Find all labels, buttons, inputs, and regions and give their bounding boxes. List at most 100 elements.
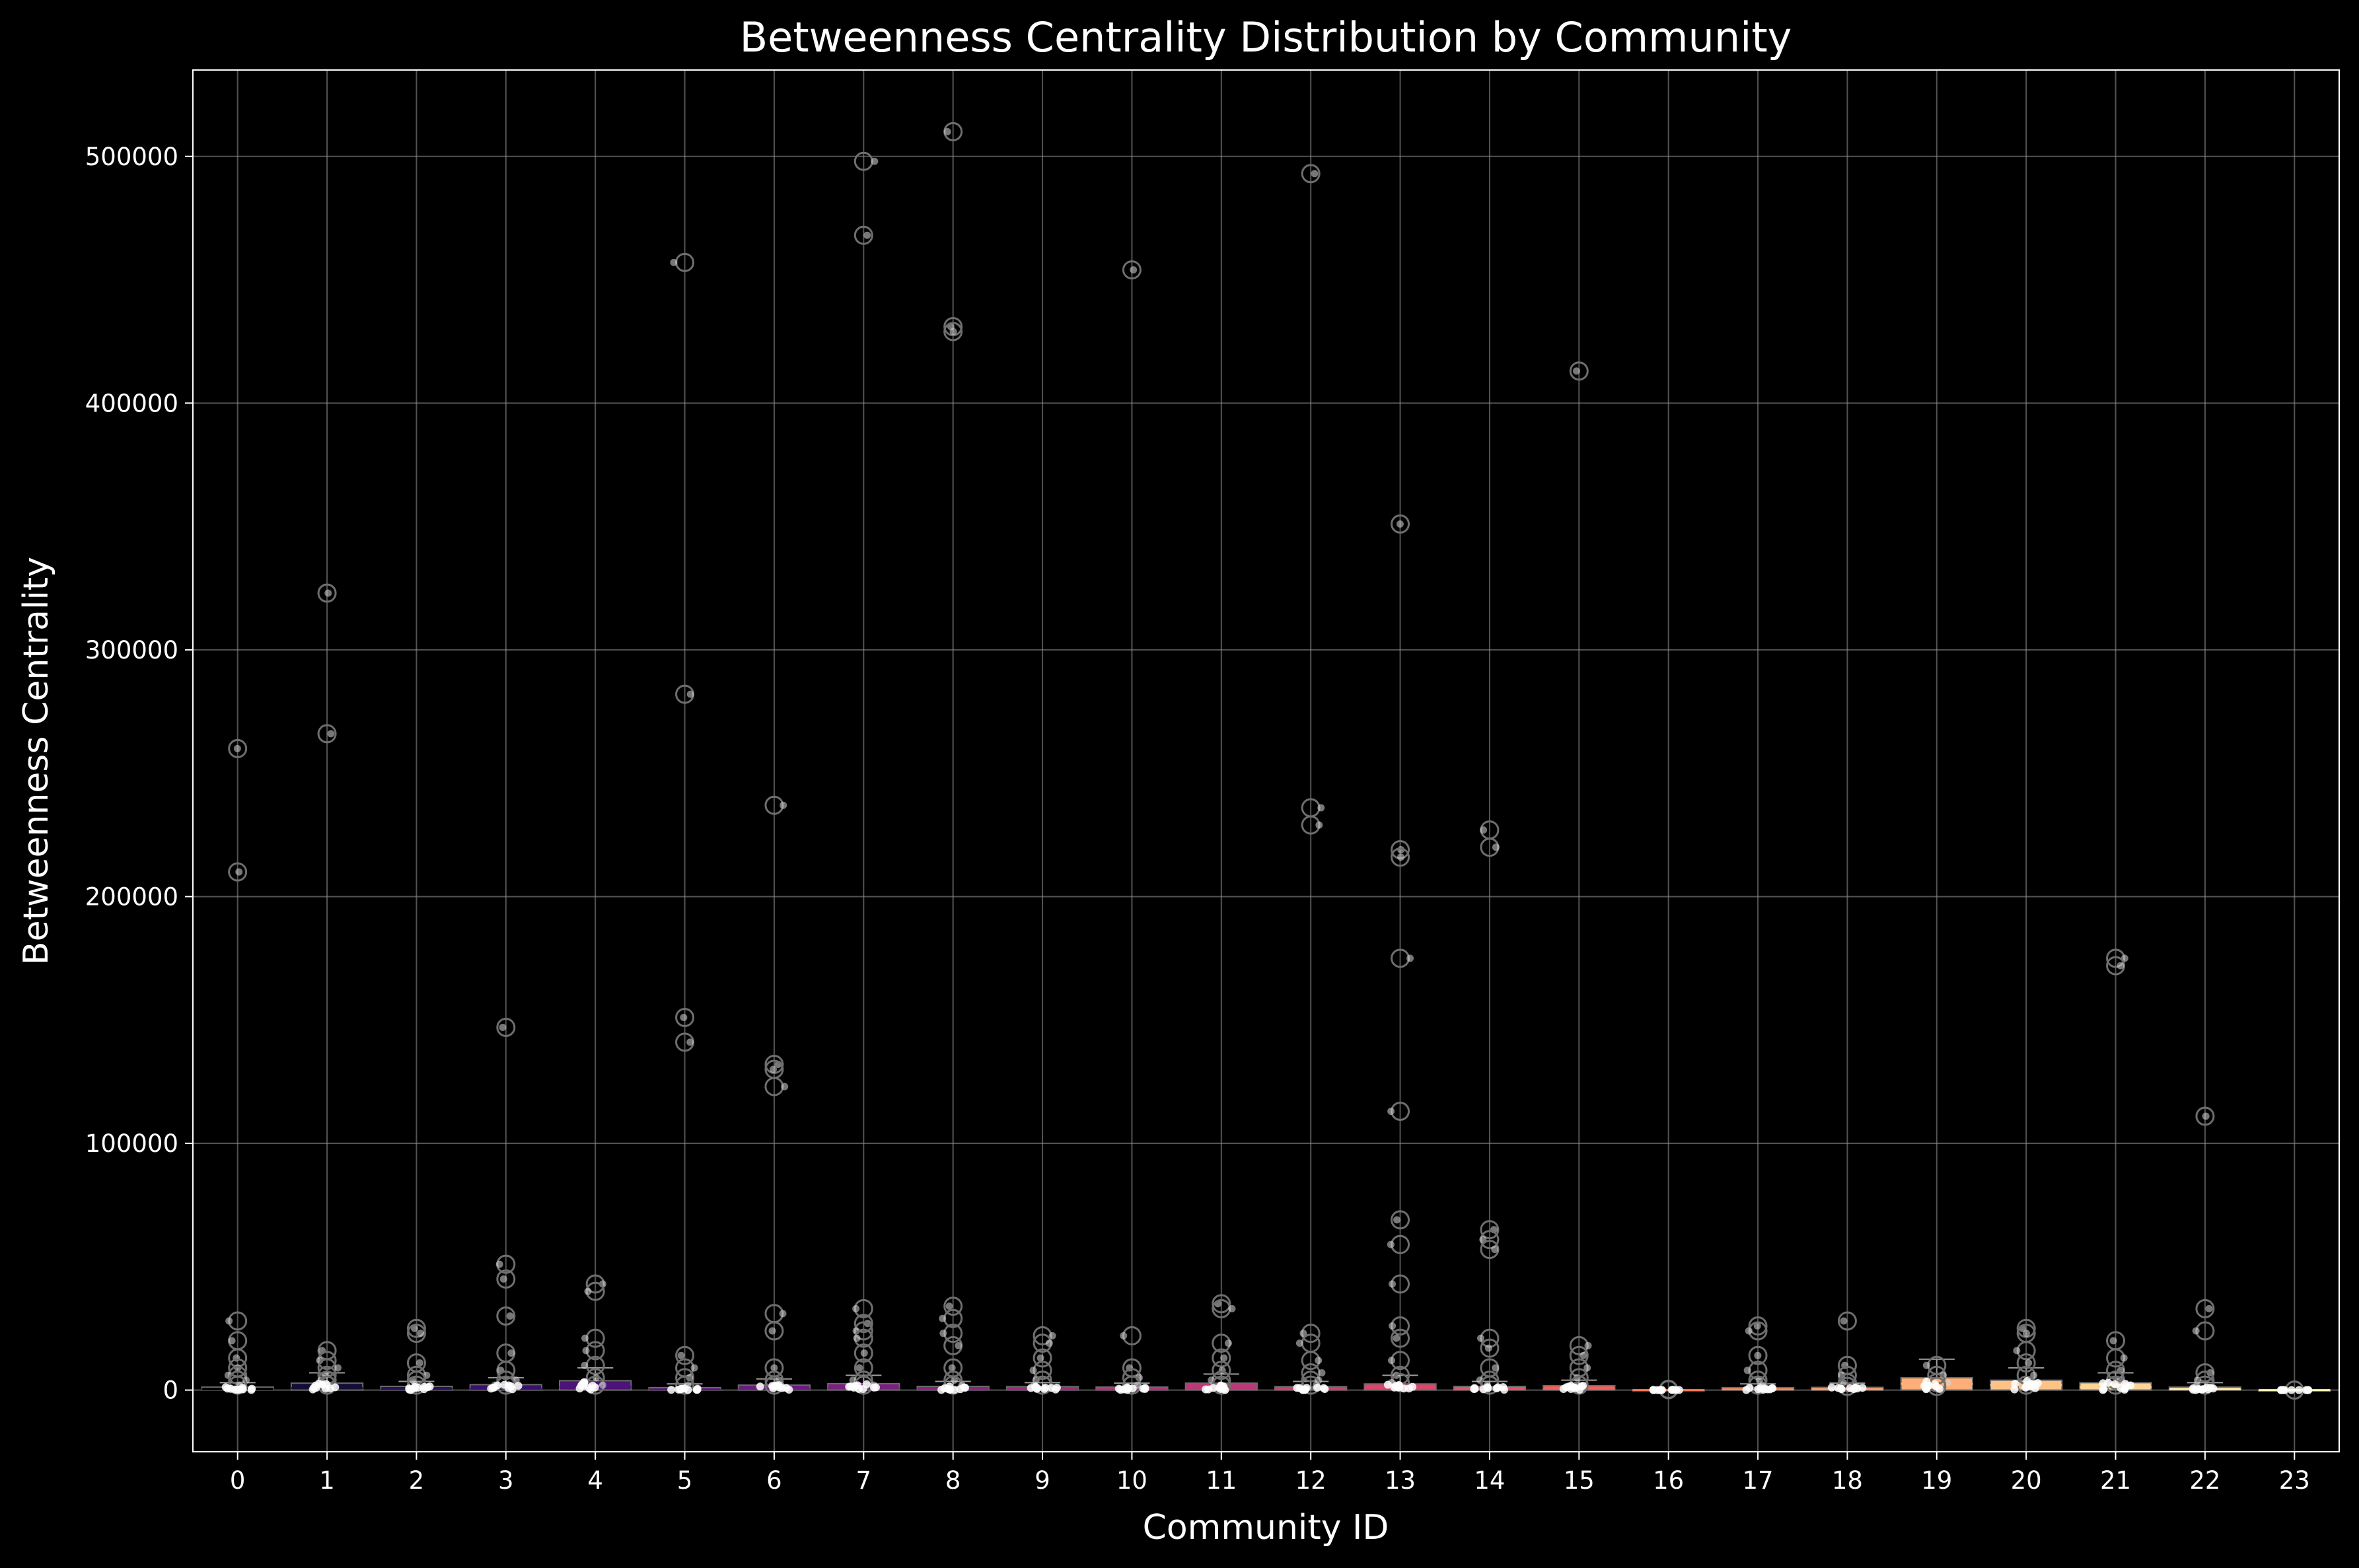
strip-point: [782, 1384, 791, 1392]
strip-point: [1215, 1384, 1223, 1392]
strip-point: [1397, 853, 1405, 861]
strip-point: [2023, 1330, 2031, 1337]
strip-point: [324, 589, 332, 597]
strip-point: [1123, 1386, 1132, 1394]
strip-point: [1040, 1384, 1048, 1393]
strip-point: [667, 1386, 676, 1394]
strip-point: [693, 1386, 702, 1394]
strip-point: [1477, 1334, 1485, 1342]
x-tick-label: 8: [945, 1466, 961, 1495]
x-tick-label: 1: [319, 1466, 335, 1495]
x-tick-label: 15: [1564, 1466, 1595, 1495]
strip-point: [1321, 1385, 1329, 1394]
outlier-point: [317, 583, 337, 603]
grid: [193, 70, 2339, 1452]
strip-point: [1753, 1322, 1761, 1330]
outlier-point: [2195, 1299, 2215, 1318]
strip-point: [677, 1351, 685, 1359]
strip-point: [1922, 1385, 1930, 1394]
strip-point: [1313, 1384, 1322, 1392]
strip-point: [680, 1014, 688, 1022]
strip-point: [499, 1023, 507, 1031]
strip-point: [680, 1384, 689, 1393]
strip-point: [248, 1384, 256, 1393]
strip-point: [690, 1364, 698, 1372]
strip-point: [871, 1383, 880, 1392]
strip-point: [2025, 1359, 2033, 1367]
x-tick-label: 10: [1116, 1466, 1147, 1495]
strip-point: [308, 1385, 317, 1394]
strip-point: [1120, 1332, 1128, 1339]
strip-point: [1311, 170, 1319, 178]
strip-point: [1204, 1385, 1213, 1394]
chart-title: Betweenness Centrality Distribution by C…: [740, 13, 1792, 61]
strip-point: [1033, 1384, 1042, 1392]
x-tick-label: 17: [1743, 1466, 1774, 1495]
strip-point: [1763, 1385, 1772, 1394]
outlier-point: [496, 1017, 516, 1037]
outlier-point: [1391, 847, 1410, 867]
strip-point: [2189, 1386, 2197, 1394]
outlier-point: [1569, 1345, 1589, 1365]
strip-point: [1579, 1382, 1587, 1390]
strip-point: [2204, 1385, 2212, 1394]
strip-point: [2192, 1327, 2200, 1335]
strip-point: [2121, 1380, 2130, 1388]
strip-point: [331, 1383, 340, 1392]
strip-point: [1045, 1339, 1053, 1347]
strip-point: [853, 1334, 861, 1342]
y-axis-label: Betweenness Centrality: [17, 557, 56, 965]
strip-point: [1480, 826, 1488, 834]
strip-point: [1387, 1240, 1395, 1248]
outlier-point: [764, 1321, 784, 1341]
outlier-point: [406, 1324, 426, 1343]
outlier-point: [228, 738, 248, 758]
strip-point: [1027, 1384, 1035, 1392]
strip-point: [961, 1384, 970, 1392]
y-tick-label: 200000: [85, 882, 178, 911]
strip-point: [2295, 1386, 2304, 1394]
strip-point: [506, 1312, 514, 1320]
strip-point: [852, 1304, 860, 1312]
strip-point: [770, 1364, 778, 1372]
strip-point: [589, 1381, 597, 1390]
strip-point: [2013, 1347, 2021, 1355]
outlier-point: [1480, 1220, 1500, 1240]
strip-point: [1484, 1344, 1492, 1352]
strip-point: [2010, 1385, 2019, 1394]
outlier-point: [853, 225, 873, 245]
strip-point: [1048, 1332, 1056, 1339]
strip-point: [417, 1330, 425, 1337]
strip-point: [955, 1341, 962, 1349]
outlier-point: [1122, 260, 1142, 280]
strip-point: [1295, 1339, 1303, 1347]
strip-point: [950, 1376, 958, 1384]
outlier-point: [2016, 1318, 2036, 1338]
strip-point: [1491, 1246, 1499, 1254]
strip-point: [1936, 1384, 1944, 1393]
strip-point: [1492, 843, 1500, 851]
outlier-point: [317, 724, 337, 744]
strip-point: [2280, 1386, 2289, 1394]
strip-point: [871, 157, 879, 165]
x-tick-label: 11: [1206, 1466, 1237, 1495]
strip-point: [2304, 1386, 2312, 1394]
strip-point: [1572, 367, 1580, 375]
outlier-point: [1569, 361, 1589, 381]
strip-point: [768, 1327, 776, 1335]
x-tick-label: 4: [587, 1466, 603, 1495]
outlier-point: [1837, 1311, 1857, 1331]
strip-point: [1317, 804, 1325, 812]
outlier-point: [406, 1318, 426, 1338]
strip-point: [1492, 1364, 1500, 1372]
strip-point: [507, 1382, 515, 1390]
strip-point: [425, 1382, 434, 1391]
x-tick-label: 5: [677, 1466, 693, 1495]
strip-point: [1470, 1384, 1479, 1392]
y-tick-label: 0: [163, 1376, 178, 1405]
outlier-point: [228, 862, 248, 882]
strip-point: [1922, 1361, 1930, 1369]
strip-point: [2287, 1386, 2296, 1394]
outlier-point: [1391, 1328, 1410, 1348]
